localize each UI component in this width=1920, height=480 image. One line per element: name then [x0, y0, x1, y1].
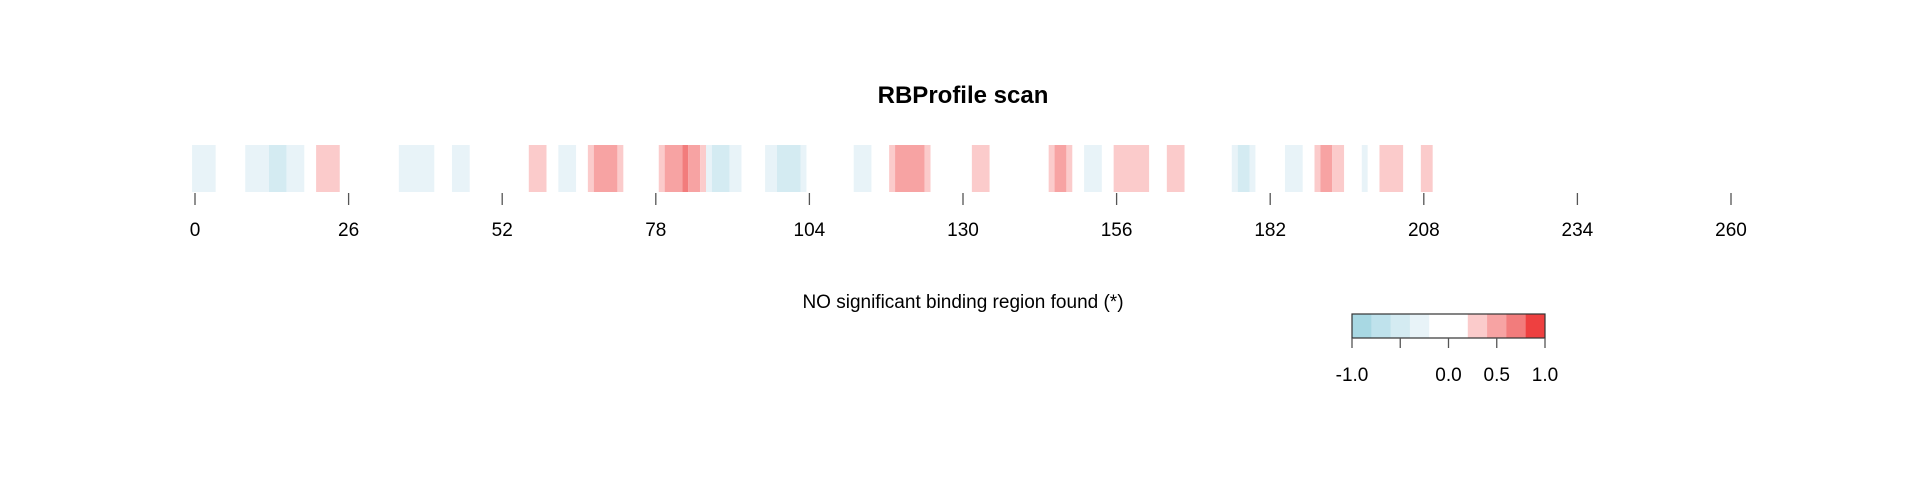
heat-cell [587, 145, 594, 192]
heat-cell [711, 145, 730, 192]
heat-cell [528, 145, 547, 192]
heat-cell [1113, 145, 1150, 192]
heat-cell [1166, 145, 1185, 192]
heat-cell [1084, 145, 1102, 192]
heat-cell [688, 145, 701, 192]
x-tick-label: 26 [338, 220, 359, 241]
color-scale-legend: -1.0 0.0 0.5 1.0 [1336, 313, 1558, 386]
heat-cell [800, 145, 807, 192]
legend-swatch [1487, 314, 1507, 338]
heat-cell [558, 145, 577, 192]
heat-cell [451, 145, 470, 192]
x-tick-label: 260 [1715, 220, 1747, 241]
heat-cell [192, 145, 216, 192]
heat-cell [924, 145, 931, 192]
x-axis: 0 26 52 78 104 130 156 182 208 234 260 [190, 193, 1747, 241]
heat-cell [729, 145, 742, 192]
heat-cell [700, 145, 707, 192]
heat-cell [889, 145, 896, 192]
heat-cell [1237, 145, 1250, 192]
legend-tick-label: 1.0 [1532, 365, 1558, 386]
legend-swatch [1390, 314, 1411, 338]
legend-swatch [1506, 314, 1527, 338]
legend-swatch [1409, 314, 1430, 338]
heat-cell [593, 145, 618, 192]
legend-swatch [1429, 314, 1449, 338]
x-tick-label: 234 [1562, 220, 1594, 241]
x-tick-label: 182 [1254, 220, 1286, 241]
heat-cell [1249, 145, 1256, 192]
heat-cell [1361, 145, 1368, 192]
legend-swatch [1525, 314, 1546, 338]
heat-cell [664, 145, 683, 192]
x-tick-label: 130 [947, 220, 979, 241]
heat-cell [617, 145, 624, 192]
heatmap-strip [192, 145, 1433, 192]
binding-region-note: NO significant binding region found (*) [802, 292, 1123, 313]
heat-cell [776, 145, 801, 192]
heat-cell [1332, 145, 1345, 192]
heat-cell [682, 145, 689, 192]
legend-swatch [1448, 314, 1469, 338]
legend-tick-label: 0.5 [1484, 365, 1510, 386]
heat-cell [286, 145, 305, 192]
heat-cell [245, 145, 269, 192]
heat-cell [1314, 145, 1321, 192]
chart-title: RBProfile scan [878, 82, 1049, 109]
x-tick-label: 104 [794, 220, 826, 241]
legend-tick-label: -1.0 [1336, 365, 1369, 386]
legend-swatch [1371, 314, 1391, 338]
heat-cell [1054, 145, 1067, 192]
heat-cell [1231, 145, 1238, 192]
legend-swatch [1352, 314, 1372, 338]
heat-cell [971, 145, 990, 192]
heat-cell [1379, 145, 1404, 192]
heat-cell [853, 145, 872, 192]
heat-cell [1048, 145, 1055, 192]
heat-cell [316, 145, 340, 192]
heat-cell [1066, 145, 1073, 192]
x-tick-label: 208 [1408, 220, 1440, 241]
heat-cell [1320, 145, 1333, 192]
legend-swatch [1467, 314, 1488, 338]
heat-cell [895, 145, 925, 192]
heat-cell [765, 145, 777, 192]
x-tick-label: 0 [190, 220, 201, 241]
legend-tick-label: 0.0 [1435, 365, 1461, 386]
heat-cell [398, 145, 435, 192]
heat-cell [706, 145, 712, 192]
x-tick-label: 156 [1101, 220, 1133, 241]
heat-cell [1284, 145, 1303, 192]
heat-cell [268, 145, 287, 192]
heat-cell [1420, 145, 1433, 192]
heat-cell [658, 145, 665, 192]
x-tick-label: 52 [492, 220, 513, 241]
x-tick-label: 78 [645, 220, 666, 241]
